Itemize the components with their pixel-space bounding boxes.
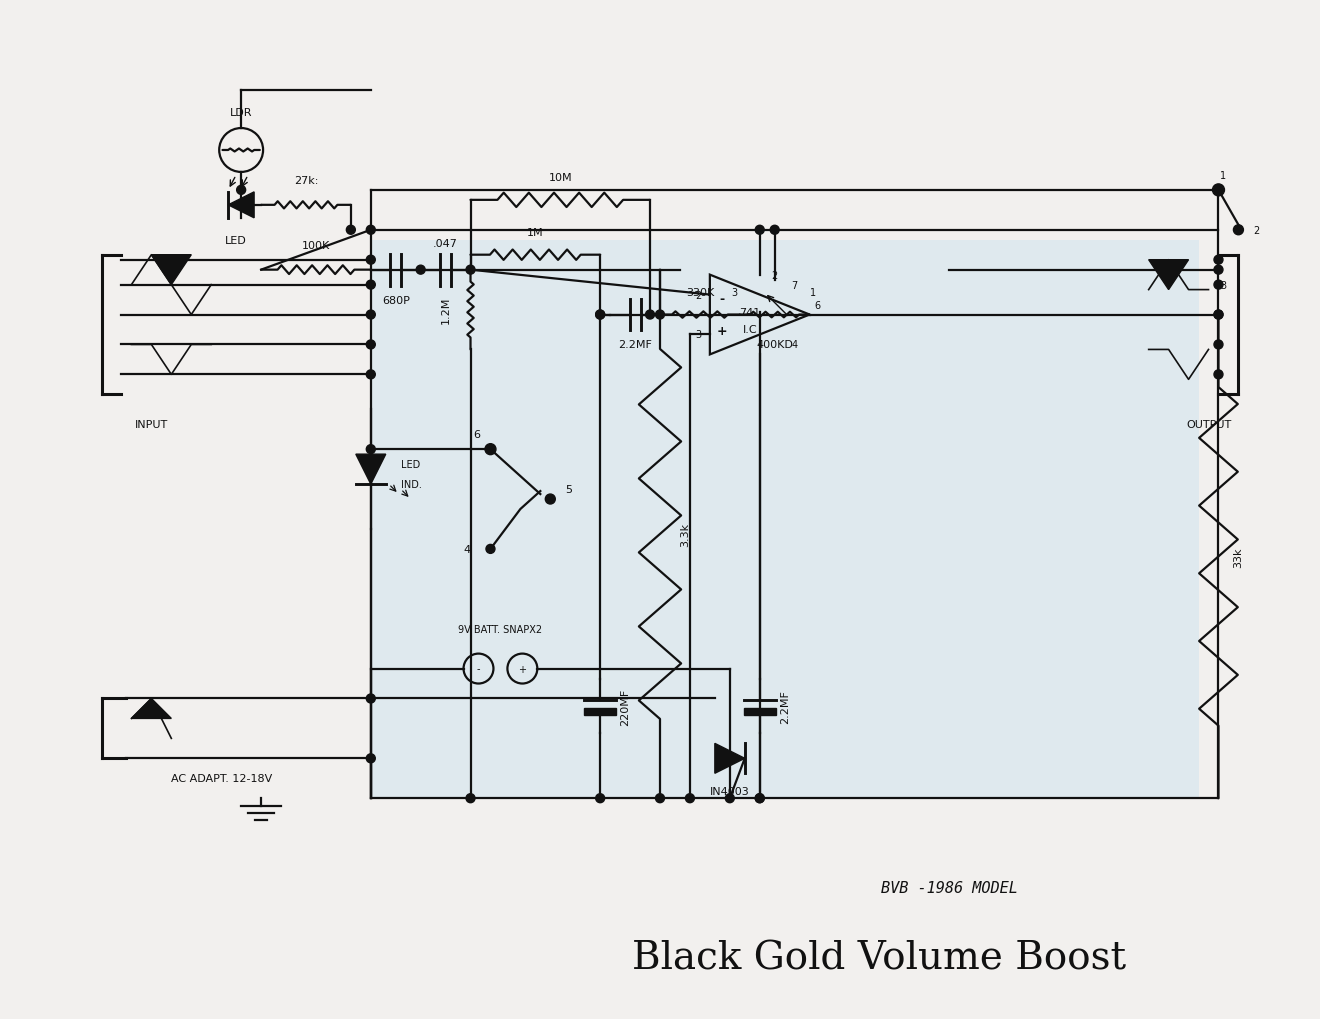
Polygon shape	[132, 699, 172, 718]
Circle shape	[1233, 225, 1243, 235]
Text: 2: 2	[772, 270, 777, 280]
Bar	[585, 709, 616, 715]
Text: +: +	[519, 664, 527, 674]
Circle shape	[367, 754, 375, 763]
Text: 741: 741	[739, 308, 760, 317]
Text: 1.2M: 1.2M	[441, 297, 450, 324]
Polygon shape	[228, 193, 255, 219]
Text: 400KD: 400KD	[756, 340, 793, 351]
Text: I.C: I.C	[742, 325, 758, 335]
Circle shape	[595, 311, 605, 320]
Text: 4: 4	[792, 340, 797, 351]
Circle shape	[484, 444, 496, 455]
Text: BVB -1986 MODEL: BVB -1986 MODEL	[880, 880, 1018, 896]
Text: 3: 3	[696, 330, 702, 340]
Circle shape	[755, 794, 764, 803]
Circle shape	[1214, 281, 1222, 289]
Text: INPUT: INPUT	[135, 420, 168, 430]
Text: 3.3k: 3.3k	[680, 523, 690, 546]
Text: 220MF: 220MF	[620, 688, 630, 725]
Circle shape	[755, 794, 764, 803]
Circle shape	[367, 445, 375, 454]
Text: 4: 4	[463, 544, 470, 554]
Circle shape	[645, 311, 655, 320]
Polygon shape	[1148, 261, 1188, 290]
Circle shape	[1214, 340, 1222, 350]
Text: 27k:: 27k:	[294, 175, 318, 185]
Text: 5: 5	[565, 485, 573, 494]
Text: LED: LED	[226, 235, 247, 246]
Circle shape	[466, 794, 475, 803]
Circle shape	[1214, 266, 1222, 275]
Text: 2: 2	[696, 290, 702, 301]
Circle shape	[595, 794, 605, 803]
Text: IND.: IND.	[401, 480, 421, 489]
Text: 2.2MF: 2.2MF	[780, 689, 789, 723]
Text: 680P: 680P	[381, 296, 409, 306]
Text: 1M: 1M	[527, 227, 544, 237]
Text: 2.2MF: 2.2MF	[618, 340, 652, 351]
Text: LDR: LDR	[230, 108, 252, 118]
Circle shape	[1214, 311, 1222, 320]
Circle shape	[466, 266, 475, 275]
Text: 330K: 330K	[686, 287, 714, 298]
Text: 1: 1	[809, 287, 816, 298]
Circle shape	[545, 494, 556, 504]
Polygon shape	[715, 744, 744, 773]
Circle shape	[1214, 311, 1222, 320]
Circle shape	[346, 226, 355, 235]
Text: 3: 3	[1221, 280, 1226, 290]
Circle shape	[367, 340, 375, 350]
Text: .047: .047	[433, 238, 458, 249]
FancyBboxPatch shape	[371, 240, 1199, 799]
Polygon shape	[356, 454, 385, 485]
Text: 1: 1	[1221, 171, 1226, 180]
Text: OUTPUT: OUTPUT	[1185, 420, 1232, 430]
Text: 9V BATT. SNAPX2: 9V BATT. SNAPX2	[458, 624, 543, 634]
Text: 33k: 33k	[1233, 546, 1243, 567]
Circle shape	[236, 186, 246, 196]
Text: IN4003: IN4003	[710, 787, 750, 797]
Circle shape	[416, 266, 425, 275]
Circle shape	[367, 226, 375, 235]
Circle shape	[367, 281, 375, 289]
Circle shape	[486, 545, 495, 554]
Circle shape	[367, 371, 375, 379]
Circle shape	[685, 794, 694, 803]
Text: 6: 6	[814, 301, 821, 310]
Text: +: +	[717, 325, 727, 337]
Text: 2: 2	[1254, 225, 1259, 235]
Circle shape	[367, 694, 375, 703]
Text: 10M: 10M	[548, 173, 572, 182]
Circle shape	[1214, 371, 1222, 379]
Circle shape	[1214, 256, 1222, 265]
Circle shape	[770, 226, 779, 235]
Bar	[743, 709, 776, 715]
Text: -: -	[477, 664, 480, 674]
Text: 3: 3	[731, 287, 738, 298]
Circle shape	[656, 794, 664, 803]
Circle shape	[755, 226, 764, 235]
Circle shape	[595, 311, 605, 320]
Text: -: -	[719, 292, 725, 306]
Text: 7: 7	[792, 280, 797, 290]
Text: 100K: 100K	[302, 240, 330, 251]
Polygon shape	[152, 256, 191, 285]
Text: LED: LED	[401, 460, 420, 470]
Text: Black Gold Volume Boost: Black Gold Volume Boost	[632, 940, 1126, 976]
Text: 6: 6	[474, 430, 480, 440]
Circle shape	[367, 311, 375, 320]
Circle shape	[725, 794, 734, 803]
Circle shape	[656, 311, 664, 320]
Circle shape	[367, 256, 375, 265]
Text: AC ADAPT. 12-18V: AC ADAPT. 12-18V	[172, 773, 273, 784]
Circle shape	[1213, 184, 1225, 197]
